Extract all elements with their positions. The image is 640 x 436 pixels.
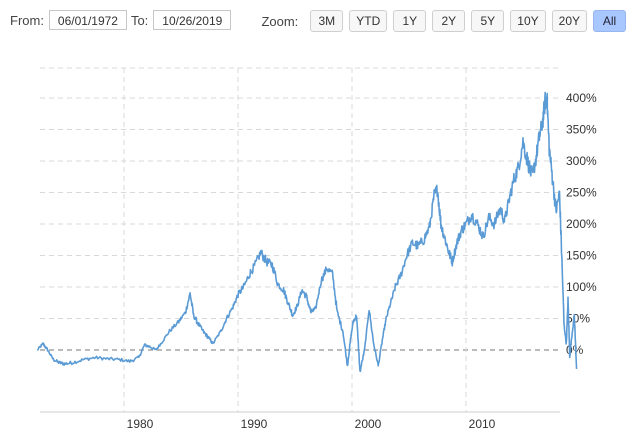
- zoom-all-button[interactable]: All: [593, 10, 626, 32]
- zoom-label: Zoom:: [261, 13, 299, 29]
- y-tick-label: 200%: [566, 217, 597, 231]
- zoom-10y-button[interactable]: 10Y: [510, 10, 546, 32]
- from-label: From:: [10, 12, 44, 28]
- to-label: To:: [130, 12, 149, 28]
- zoom-ytd-button[interactable]: YTD: [349, 10, 388, 32]
- zoom-2y-button[interactable]: 2Y: [432, 10, 466, 32]
- y-tick-label: 150%: [566, 249, 597, 263]
- y-tick-label: 350%: [566, 123, 597, 137]
- y-tick-label: 50%: [566, 312, 590, 326]
- x-tick-label: 1990: [241, 417, 268, 431]
- zoom-1y-button[interactable]: 1Y: [393, 10, 427, 32]
- to-date-input[interactable]: 10/26/2019: [153, 10, 232, 30]
- x-tick-label: 2000: [355, 417, 382, 431]
- y-tick-label: 100%: [566, 280, 597, 294]
- zoom-controls: Zoom: 3M YTD 1Y 2Y 5Y 10Y 20Y All: [261, 10, 626, 32]
- zoom-20y-button[interactable]: 20Y: [551, 10, 587, 32]
- y-tick-label: 400%: [566, 91, 597, 105]
- y-tick-label: 250%: [566, 186, 597, 200]
- y-tick-label: 300%: [566, 154, 597, 168]
- series-line: [36, 91, 578, 373]
- zoom-3m-button[interactable]: 3M: [310, 10, 344, 32]
- from-date-input[interactable]: 06/01/1972: [48, 10, 127, 30]
- date-range-selector: From: 06/01/1972 To: 10/26/2019: [10, 10, 232, 30]
- zoom-5y-button[interactable]: 5Y: [471, 10, 505, 32]
- x-tick-label: 1980: [127, 417, 154, 431]
- x-tick-label: 2010: [469, 417, 496, 431]
